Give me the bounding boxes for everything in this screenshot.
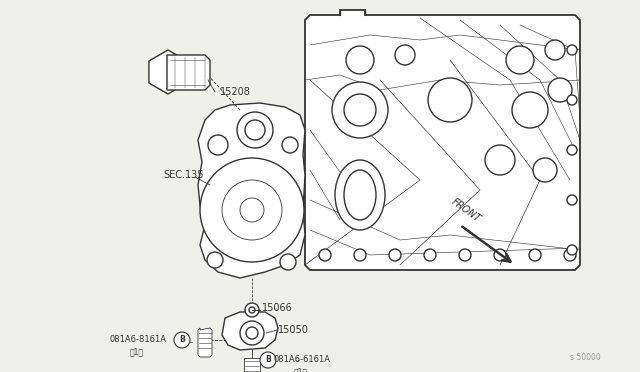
Circle shape xyxy=(222,180,282,240)
Circle shape xyxy=(240,198,264,222)
Polygon shape xyxy=(305,10,580,270)
Circle shape xyxy=(282,137,298,153)
Text: 081A6-8161A: 081A6-8161A xyxy=(110,336,167,344)
Polygon shape xyxy=(222,312,278,350)
Text: FRONT: FRONT xyxy=(450,196,483,224)
Circle shape xyxy=(506,46,534,74)
Text: 15050: 15050 xyxy=(278,325,309,335)
Circle shape xyxy=(494,249,506,261)
Circle shape xyxy=(459,249,471,261)
Circle shape xyxy=(249,307,255,313)
Circle shape xyxy=(237,112,273,148)
Text: B: B xyxy=(179,336,185,344)
Circle shape xyxy=(245,303,259,317)
Circle shape xyxy=(319,249,331,261)
Circle shape xyxy=(564,249,576,261)
Circle shape xyxy=(389,249,401,261)
Polygon shape xyxy=(244,358,260,372)
Circle shape xyxy=(344,94,376,126)
Circle shape xyxy=(548,78,572,102)
Circle shape xyxy=(567,45,577,55)
Circle shape xyxy=(200,158,304,262)
Text: 081A6-6161A: 081A6-6161A xyxy=(274,356,331,365)
Text: s 50000: s 50000 xyxy=(570,353,601,362)
Circle shape xyxy=(208,135,228,155)
Circle shape xyxy=(533,158,557,182)
Polygon shape xyxy=(167,55,210,90)
Text: （1）: （1） xyxy=(130,347,144,356)
Ellipse shape xyxy=(335,160,385,230)
Text: B: B xyxy=(265,356,271,365)
Circle shape xyxy=(354,249,366,261)
Circle shape xyxy=(280,254,296,270)
Circle shape xyxy=(567,145,577,155)
Circle shape xyxy=(207,252,223,268)
Circle shape xyxy=(332,82,388,138)
Circle shape xyxy=(428,78,472,122)
Circle shape xyxy=(567,245,577,255)
Ellipse shape xyxy=(344,170,376,220)
Circle shape xyxy=(245,120,265,140)
Text: （1）: （1） xyxy=(294,368,308,372)
Circle shape xyxy=(545,40,565,60)
Circle shape xyxy=(246,327,258,339)
Circle shape xyxy=(529,249,541,261)
Circle shape xyxy=(174,332,190,348)
Circle shape xyxy=(240,321,264,345)
Text: 15066: 15066 xyxy=(262,303,292,313)
Polygon shape xyxy=(149,50,187,94)
Circle shape xyxy=(424,249,436,261)
Circle shape xyxy=(395,45,415,65)
Circle shape xyxy=(567,95,577,105)
Text: SEC.135: SEC.135 xyxy=(163,170,204,180)
Text: 15208: 15208 xyxy=(220,87,251,97)
Circle shape xyxy=(512,92,548,128)
Polygon shape xyxy=(198,103,305,278)
Circle shape xyxy=(485,145,515,175)
Circle shape xyxy=(346,46,374,74)
Circle shape xyxy=(260,352,276,368)
Polygon shape xyxy=(198,328,212,357)
Circle shape xyxy=(567,195,577,205)
